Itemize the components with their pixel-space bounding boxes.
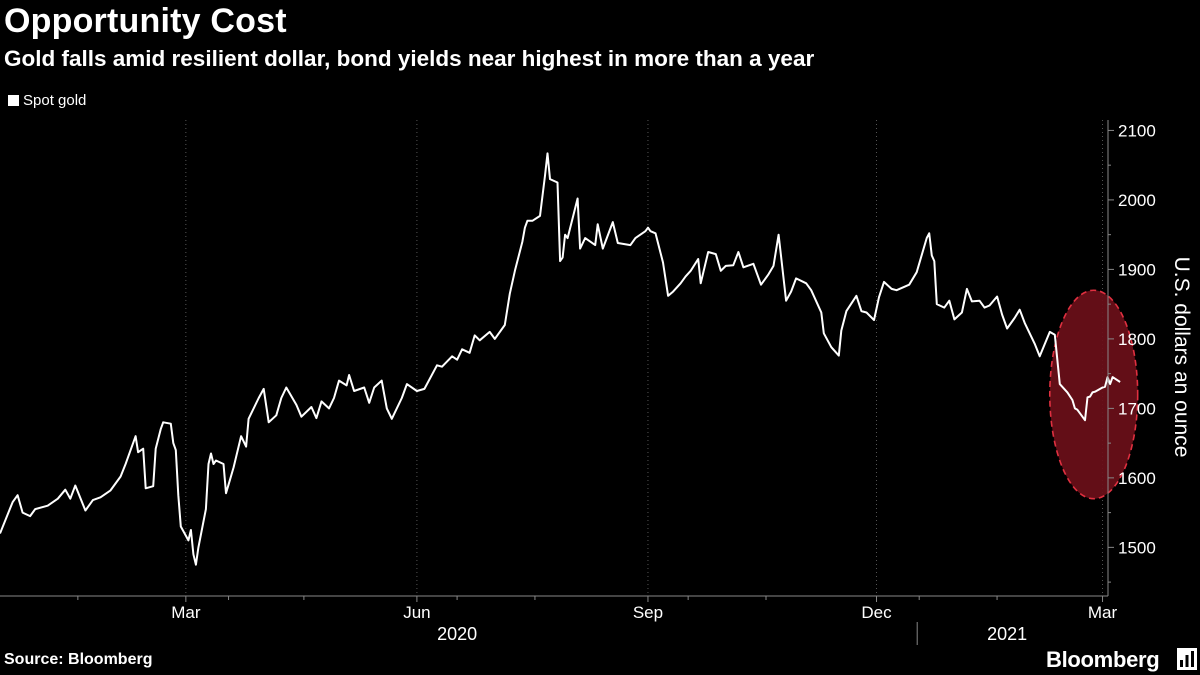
y-tick-label-0: 1500 [1118, 538, 1156, 557]
x-tick-label-1: Jun [403, 603, 430, 622]
chart-subtitle: Gold falls amid resilient dollar, bond y… [4, 46, 815, 71]
year-label-1: 2021 [987, 624, 1027, 644]
series-line-spot-gold [0, 152, 1121, 566]
series-lines [0, 152, 1121, 566]
highlight-region [1048, 289, 1139, 500]
legend-swatch-spot-gold [8, 95, 19, 106]
legend-label-spot-gold: Spot gold [23, 92, 87, 109]
year-label-0: 2020 [437, 624, 477, 644]
highlight-ellipse [1048, 289, 1139, 500]
x-tick-label-4: Mar [1088, 603, 1118, 622]
chart-legend: Spot gold [8, 92, 86, 109]
x-tick-label-0: Mar [171, 603, 201, 622]
brand-logo: Bloomberg [1046, 647, 1160, 672]
y-tick-label-5: 2000 [1118, 191, 1156, 210]
x-tick-label-3: Dec [861, 603, 892, 622]
y-tick-label-3: 1800 [1118, 330, 1156, 349]
y-tick-label-6: 2100 [1118, 121, 1156, 140]
gridlines [185, 120, 1104, 596]
axes: Mar Jun Sep Dec Mar 2020 2021 1500 1600 1700 1800 1… [0, 120, 1193, 645]
y-axis-title: U.S. dollars an ounce [1170, 257, 1193, 458]
bloomberg-chart-icon [1177, 648, 1197, 670]
x-tick-label-2: Sep [633, 603, 663, 622]
chart-title: Opportunity Cost [4, 2, 287, 40]
y-tick-label-4: 1900 [1118, 260, 1156, 279]
source-note: Source: Bloomberg [4, 651, 153, 668]
y-tick-label-1: 1600 [1118, 469, 1156, 488]
y-tick-label-2: 1700 [1118, 399, 1156, 418]
